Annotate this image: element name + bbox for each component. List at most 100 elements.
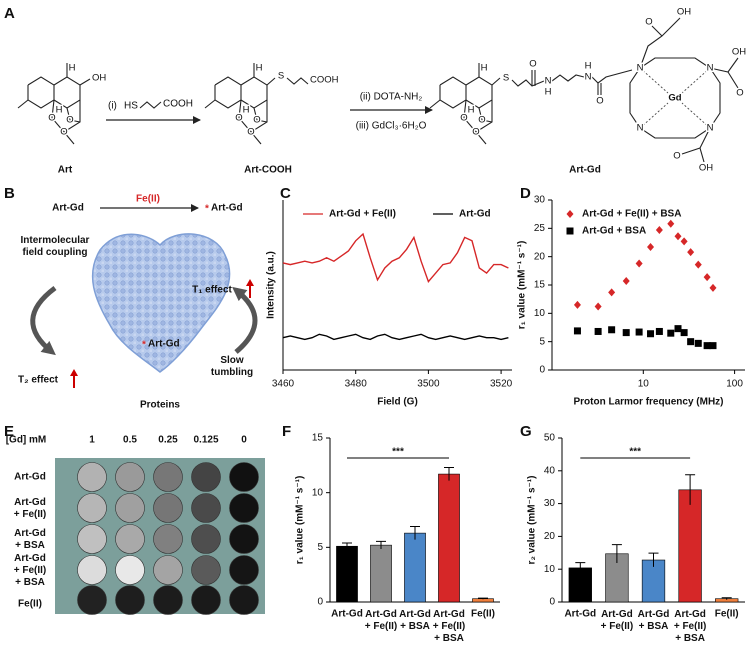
y-tick-label: 20 [544,531,556,542]
text-line: Intermolecular [21,235,90,246]
scatter-point [674,325,682,333]
y-tick-label: 5 [317,542,323,553]
y-tick-label: 0 [539,365,545,376]
bond [475,131,487,145]
text-line: Art-Gd [601,609,633,620]
x-tick-label: Art-Gd + BSA [399,609,431,632]
significance-label: *** [392,447,404,458]
error-bar [342,542,352,550]
bond [511,79,545,87]
x-tick-label: Art-Gd + Fe(II) + BSA [674,609,707,644]
atom-label: O [66,115,73,126]
mri-well [153,555,183,585]
bond [439,76,467,109]
scatter-point [608,326,616,334]
scatter-point [674,232,682,241]
row-label: Art-Gd + Fe(II) [14,497,47,520]
scatter-point [694,260,702,269]
reagent: HS [124,101,138,112]
atom-label: O [235,113,242,124]
text-line: Art-Gd [433,609,465,620]
text-line: Art-Gd [365,609,397,620]
mri-well [191,493,221,523]
product-mark: * [205,204,209,215]
product-mark: * [142,340,146,351]
mri-well [115,462,145,492]
scatter-point [622,277,630,286]
bond [465,76,493,109]
bar [438,473,460,603]
bond [66,107,81,123]
x-tick-label: 3460 [272,379,295,390]
scatter-point [573,300,581,309]
y-tick-label: 15 [312,433,324,444]
scatter-point [703,342,711,350]
text-line: field coupling [23,247,88,258]
legend-swatch [566,227,574,235]
mri-well [229,555,259,585]
protein [91,233,231,373]
x-tick-label: 100 [726,379,743,390]
x-tick-label: 10 [638,379,650,390]
mri-well [229,462,259,492]
row-label: Fe(II) [18,599,42,610]
mri-well [77,493,107,523]
bar [678,489,702,603]
mri-well [229,585,259,615]
bond [17,99,29,109]
x-tick-label: Fe(II) [715,609,739,620]
x-tick-label: Fe(II) [471,609,495,620]
error-bar [410,526,420,540]
x-tick-label: Art-Gd [564,609,596,620]
mri-well [115,524,145,554]
atom-label: O [48,113,55,124]
atom-label: H [69,63,76,74]
text-line: Art-Gd [14,528,46,539]
error-bar [444,467,454,481]
bond [250,131,262,145]
concentration: 0.125 [193,435,218,446]
x-tick-label: Art-Gd + BSA [638,609,670,632]
mri-well [191,555,221,585]
scatter-point [667,329,675,337]
bond [591,69,633,84]
atom-label: H [468,105,475,116]
mri-well [77,524,107,554]
bond [491,77,501,86]
mri-well [77,585,107,615]
atom-label: COOH [310,75,339,86]
bond [727,71,739,89]
product: Art-Gd [148,339,180,350]
panel-letter: G [520,423,532,440]
reactant: Art-Gd [52,203,84,214]
scatter-point [687,338,695,346]
text-line: Art-Gd [638,609,670,620]
reagent: (i) [108,101,117,112]
atom-label: O [645,17,652,28]
atom-label: Gd [668,93,681,104]
bond [253,107,268,123]
structures [17,63,501,145]
compound-name: Art [58,165,73,176]
mri-well [153,524,183,554]
legend-swatch [566,210,574,218]
concentration: 0.25 [158,435,178,446]
y-tick-label: 0 [317,597,323,608]
text-line: Slow [220,355,244,366]
scatter-point [687,248,695,257]
y-tick-label: 10 [534,308,546,319]
scatter-point [647,243,655,252]
panel-letter: C [280,185,291,202]
bar [404,532,426,603]
text-line: Art-Gd [14,553,46,564]
bond [651,25,663,37]
x-tick-label: 3520 [490,379,513,390]
mri-well [115,493,145,523]
text-line: + Fe(II) [433,621,466,632]
coordination-bond [639,67,669,94]
atom-label: H [56,105,63,116]
increase-arrow [70,369,78,376]
atom-label: N [545,76,552,87]
x-tick-label: 3480 [345,379,368,390]
